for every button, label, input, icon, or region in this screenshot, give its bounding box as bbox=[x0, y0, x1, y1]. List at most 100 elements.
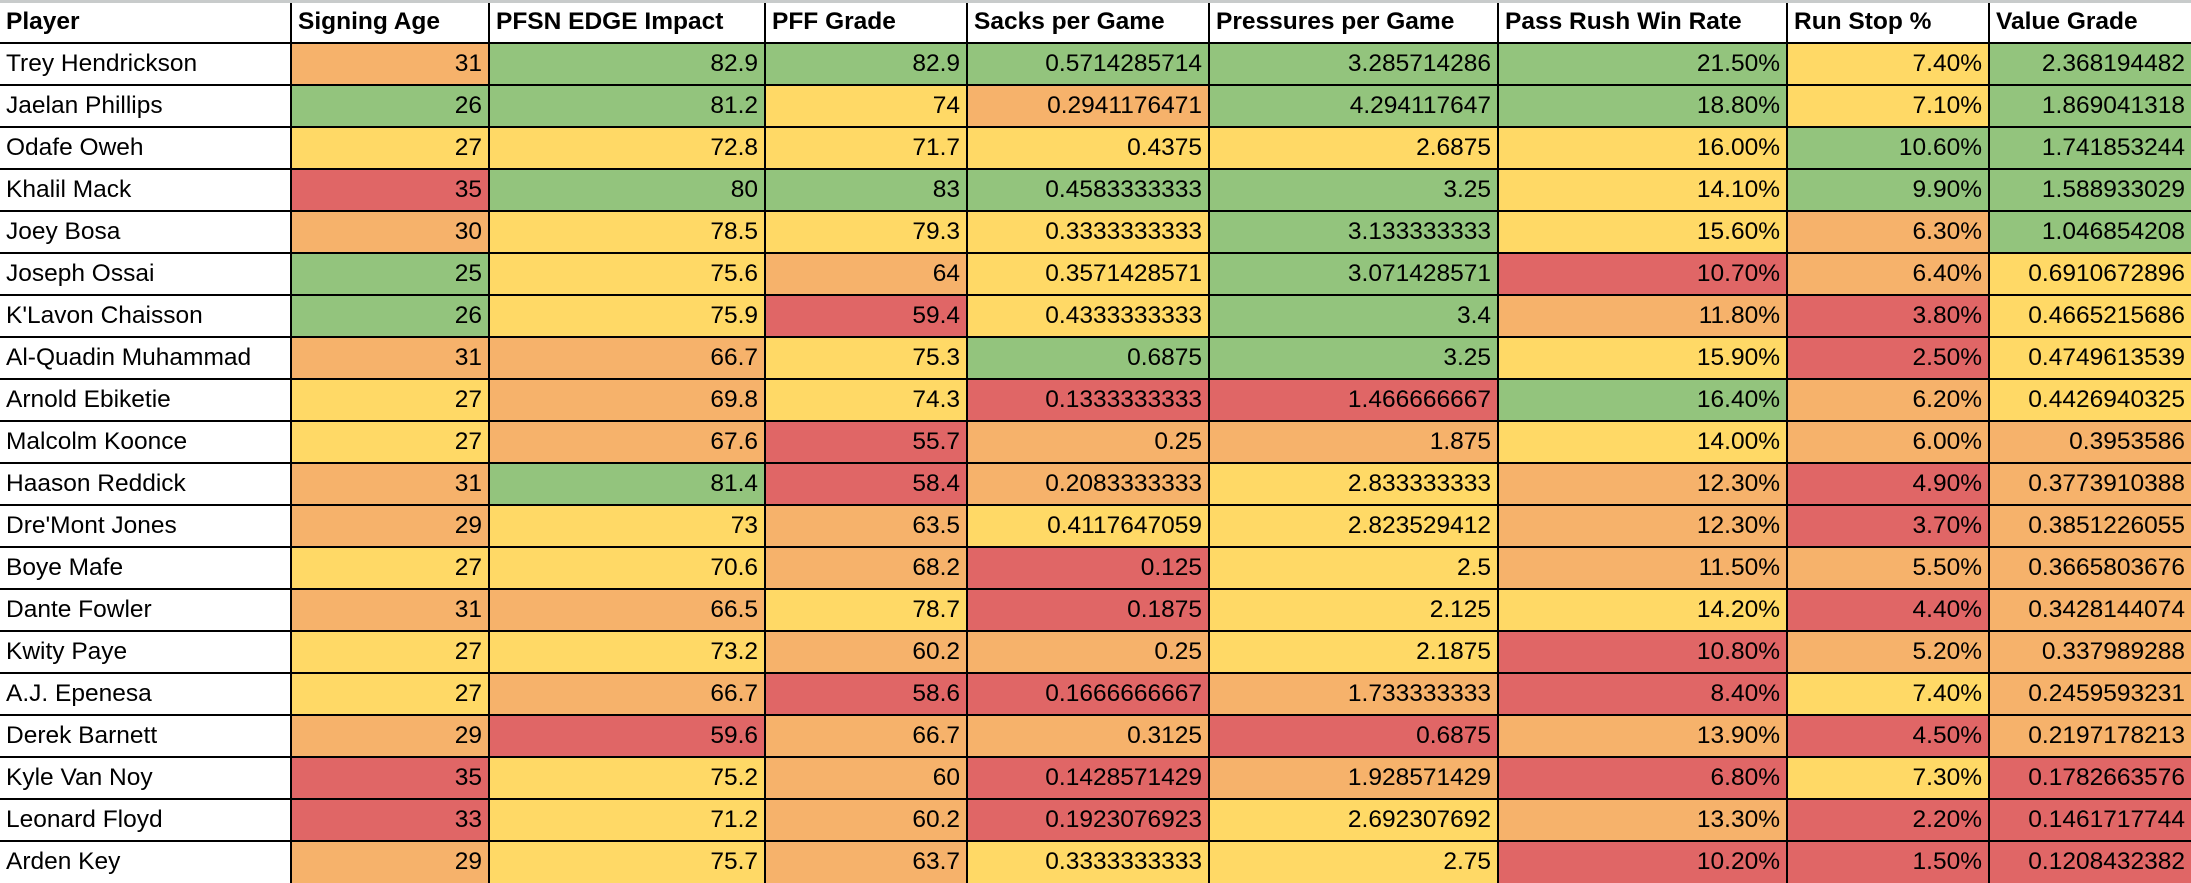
pfsn-edge-impact-cell[interactable]: 80 bbox=[488, 168, 766, 212]
pff-grade-cell[interactable]: 60 bbox=[764, 756, 968, 800]
run-stop-pct-cell[interactable]: 7.40% bbox=[1786, 42, 1990, 86]
run-stop-pct-cell[interactable]: 6.40% bbox=[1786, 252, 1990, 296]
pass-rush-win-rate-cell[interactable]: 6.80% bbox=[1497, 756, 1788, 800]
pfsn-edge-impact-cell[interactable]: 59.6 bbox=[488, 714, 766, 758]
pressures-per-game-cell[interactable]: 2.833333333 bbox=[1208, 462, 1499, 506]
pass-rush-win-rate-cell[interactable]: 10.20% bbox=[1497, 840, 1788, 883]
header-pressures-per-game[interactable]: Pressures per Game bbox=[1208, 3, 1499, 44]
pfsn-edge-impact-cell[interactable]: 78.5 bbox=[488, 210, 766, 254]
player-name-cell[interactable]: K'Lavon Chaisson bbox=[0, 294, 292, 338]
player-name-cell[interactable]: Malcolm Koonce bbox=[0, 420, 292, 464]
sacks-per-game-cell[interactable]: 0.3125 bbox=[966, 714, 1210, 758]
pass-rush-win-rate-cell[interactable]: 12.30% bbox=[1497, 504, 1788, 548]
value-grade-cell[interactable]: 0.4426940325 bbox=[1988, 378, 2191, 422]
pfsn-edge-impact-cell[interactable]: 81.2 bbox=[488, 84, 766, 128]
pass-rush-win-rate-cell[interactable]: 14.10% bbox=[1497, 168, 1788, 212]
signing-age-cell[interactable]: 35 bbox=[290, 168, 490, 212]
sacks-per-game-cell[interactable]: 0.2083333333 bbox=[966, 462, 1210, 506]
value-grade-cell[interactable]: 1.046854208 bbox=[1988, 210, 2191, 254]
run-stop-pct-cell[interactable]: 4.90% bbox=[1786, 462, 1990, 506]
sacks-per-game-cell[interactable]: 0.25 bbox=[966, 630, 1210, 674]
pff-grade-cell[interactable]: 83 bbox=[764, 168, 968, 212]
pff-grade-cell[interactable]: 64 bbox=[764, 252, 968, 296]
player-name-cell[interactable]: Dante Fowler bbox=[0, 588, 292, 632]
pass-rush-win-rate-cell[interactable]: 15.60% bbox=[1497, 210, 1788, 254]
signing-age-cell[interactable]: 29 bbox=[290, 840, 490, 883]
pff-grade-cell[interactable]: 79.3 bbox=[764, 210, 968, 254]
pfsn-edge-impact-cell[interactable]: 82.9 bbox=[488, 42, 766, 86]
run-stop-pct-cell[interactable]: 7.40% bbox=[1786, 672, 1990, 716]
player-name-cell[interactable]: Jaelan Phillips bbox=[0, 84, 292, 128]
player-name-cell[interactable]: Kwity Paye bbox=[0, 630, 292, 674]
pressures-per-game-cell[interactable]: 1.733333333 bbox=[1208, 672, 1499, 716]
player-name-cell[interactable]: Leonard Floyd bbox=[0, 798, 292, 842]
value-grade-cell[interactable]: 0.1208432382 bbox=[1988, 840, 2191, 883]
signing-age-cell[interactable]: 31 bbox=[290, 336, 490, 380]
sacks-per-game-cell[interactable]: 0.3571428571 bbox=[966, 252, 1210, 296]
value-grade-cell[interactable]: 0.3665803676 bbox=[1988, 546, 2191, 590]
value-grade-cell[interactable]: 0.2197178213 bbox=[1988, 714, 2191, 758]
signing-age-cell[interactable]: 26 bbox=[290, 84, 490, 128]
sacks-per-game-cell[interactable]: 0.1923076923 bbox=[966, 798, 1210, 842]
value-grade-cell[interactable]: 0.6910672896 bbox=[1988, 252, 2191, 296]
player-name-cell[interactable]: A.J. Epenesa bbox=[0, 672, 292, 716]
run-stop-pct-cell[interactable]: 3.70% bbox=[1786, 504, 1990, 548]
header-pff-grade[interactable]: PFF Grade bbox=[764, 3, 968, 44]
signing-age-cell[interactable]: 30 bbox=[290, 210, 490, 254]
signing-age-cell[interactable]: 31 bbox=[290, 462, 490, 506]
header-pfsn-edge-impact[interactable]: PFSN EDGE Impact bbox=[488, 3, 766, 44]
sacks-per-game-cell[interactable]: 0.1666666667 bbox=[966, 672, 1210, 716]
sacks-per-game-cell[interactable]: 0.1333333333 bbox=[966, 378, 1210, 422]
run-stop-pct-cell[interactable]: 2.50% bbox=[1786, 336, 1990, 380]
pressures-per-game-cell[interactable]: 2.692307692 bbox=[1208, 798, 1499, 842]
run-stop-pct-cell[interactable]: 4.40% bbox=[1786, 588, 1990, 632]
pff-grade-cell[interactable]: 75.3 bbox=[764, 336, 968, 380]
pff-grade-cell[interactable]: 71.7 bbox=[764, 126, 968, 170]
pfsn-edge-impact-cell[interactable]: 72.8 bbox=[488, 126, 766, 170]
pfsn-edge-impact-cell[interactable]: 75.7 bbox=[488, 840, 766, 883]
signing-age-cell[interactable]: 27 bbox=[290, 672, 490, 716]
sacks-per-game-cell[interactable]: 0.5714285714 bbox=[966, 42, 1210, 86]
pressures-per-game-cell[interactable]: 2.125 bbox=[1208, 588, 1499, 632]
pff-grade-cell[interactable]: 58.4 bbox=[764, 462, 968, 506]
pressures-per-game-cell[interactable]: 2.1875 bbox=[1208, 630, 1499, 674]
pass-rush-win-rate-cell[interactable]: 11.80% bbox=[1497, 294, 1788, 338]
signing-age-cell[interactable]: 27 bbox=[290, 546, 490, 590]
signing-age-cell[interactable]: 26 bbox=[290, 294, 490, 338]
player-name-cell[interactable]: Kyle Van Noy bbox=[0, 756, 292, 800]
run-stop-pct-cell[interactable]: 10.60% bbox=[1786, 126, 1990, 170]
pfsn-edge-impact-cell[interactable]: 67.6 bbox=[488, 420, 766, 464]
run-stop-pct-cell[interactable]: 9.90% bbox=[1786, 168, 1990, 212]
player-name-cell[interactable]: Haason Reddick bbox=[0, 462, 292, 506]
player-name-cell[interactable]: Joey Bosa bbox=[0, 210, 292, 254]
pff-grade-cell[interactable]: 66.7 bbox=[764, 714, 968, 758]
value-grade-cell[interactable]: 0.3953586 bbox=[1988, 420, 2191, 464]
pfsn-edge-impact-cell[interactable]: 71.2 bbox=[488, 798, 766, 842]
sacks-per-game-cell[interactable]: 0.125 bbox=[966, 546, 1210, 590]
player-name-cell[interactable]: Odafe Oweh bbox=[0, 126, 292, 170]
run-stop-pct-cell[interactable]: 6.30% bbox=[1786, 210, 1990, 254]
pressures-per-game-cell[interactable]: 3.4 bbox=[1208, 294, 1499, 338]
signing-age-cell[interactable]: 29 bbox=[290, 504, 490, 548]
sacks-per-game-cell[interactable]: 0.4117647059 bbox=[966, 504, 1210, 548]
run-stop-pct-cell[interactable]: 5.50% bbox=[1786, 546, 1990, 590]
pass-rush-win-rate-cell[interactable]: 11.50% bbox=[1497, 546, 1788, 590]
pff-grade-cell[interactable]: 82.9 bbox=[764, 42, 968, 86]
sacks-per-game-cell[interactable]: 0.4333333333 bbox=[966, 294, 1210, 338]
pass-rush-win-rate-cell[interactable]: 10.70% bbox=[1497, 252, 1788, 296]
pressures-per-game-cell[interactable]: 3.25 bbox=[1208, 168, 1499, 212]
sacks-per-game-cell[interactable]: 0.1875 bbox=[966, 588, 1210, 632]
player-name-cell[interactable]: Boye Mafe bbox=[0, 546, 292, 590]
pressures-per-game-cell[interactable]: 2.75 bbox=[1208, 840, 1499, 883]
pass-rush-win-rate-cell[interactable]: 14.00% bbox=[1497, 420, 1788, 464]
pff-grade-cell[interactable]: 63.7 bbox=[764, 840, 968, 883]
pfsn-edge-impact-cell[interactable]: 73 bbox=[488, 504, 766, 548]
pressures-per-game-cell[interactable]: 1.875 bbox=[1208, 420, 1499, 464]
pff-grade-cell[interactable]: 60.2 bbox=[764, 630, 968, 674]
pressures-per-game-cell[interactable]: 1.466666667 bbox=[1208, 378, 1499, 422]
value-grade-cell[interactable]: 1.588933029 bbox=[1988, 168, 2191, 212]
pass-rush-win-rate-cell[interactable]: 13.30% bbox=[1497, 798, 1788, 842]
sacks-per-game-cell[interactable]: 0.25 bbox=[966, 420, 1210, 464]
run-stop-pct-cell[interactable]: 2.20% bbox=[1786, 798, 1990, 842]
pff-grade-cell[interactable]: 58.6 bbox=[764, 672, 968, 716]
